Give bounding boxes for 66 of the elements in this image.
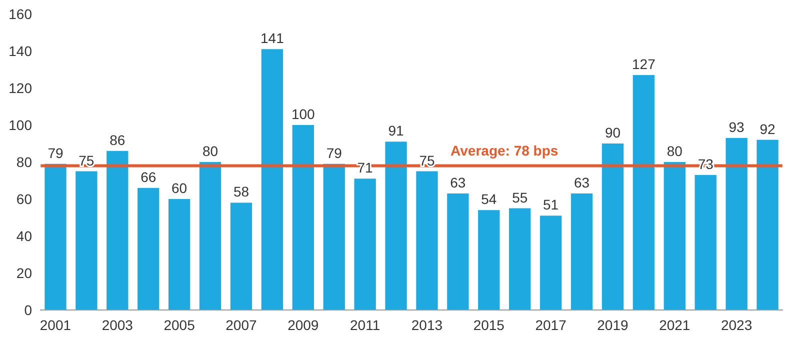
data-label: 80 — [202, 143, 218, 159]
data-label: 51 — [543, 196, 559, 213]
bar — [416, 171, 438, 310]
bar — [106, 150, 128, 310]
y-tick-label: 120 — [8, 80, 32, 96]
bar — [230, 202, 252, 310]
y-tick-label: 60 — [16, 190, 32, 207]
x-tick-label: 2013 — [411, 317, 443, 333]
x-tick-label: 2005 — [164, 317, 196, 333]
data-label: 90 — [604, 124, 621, 140]
y-tick-label: 160 — [8, 6, 32, 22]
y-tick-label: 100 — [8, 116, 32, 133]
data-label: 58 — [233, 184, 250, 200]
bar — [570, 193, 593, 310]
data-label: 141 — [260, 30, 284, 46]
data-label: 75 — [78, 152, 94, 168]
bar — [509, 208, 531, 310]
y-tick-label: 40 — [16, 228, 32, 244]
bar — [76, 171, 98, 310]
x-tick-label: 2011 — [350, 317, 380, 333]
x-tick-label: 2007 — [226, 317, 258, 333]
x-tick-label: 2009 — [288, 317, 319, 333]
data-label: 66 — [140, 168, 156, 185]
bar — [726, 138, 748, 310]
x-tick-label: 2021 — [659, 317, 690, 333]
bar — [664, 162, 686, 310]
y-tick-label: 0 — [24, 302, 32, 318]
bar — [292, 125, 314, 310]
data-label: 79 — [326, 144, 342, 161]
x-tick-label: 2019 — [597, 317, 629, 333]
bar — [168, 199, 190, 310]
x-tick-label: 2023 — [720, 317, 752, 333]
bar — [694, 174, 716, 310]
data-label: 100 — [291, 106, 316, 122]
data-label: 55 — [512, 189, 528, 206]
data-label: 63 — [450, 174, 466, 190]
data-label: 93 — [728, 118, 745, 135]
ref-line-label: Average: 78 bps — [450, 142, 558, 159]
bar — [385, 142, 407, 310]
data-label: 92 — [760, 120, 776, 137]
bar — [602, 144, 624, 310]
data-label: 75 — [419, 152, 435, 168]
y-tick-label: 20 — [16, 264, 32, 281]
x-tick-label: 2015 — [473, 317, 505, 333]
y-tick-label: 140 — [8, 42, 32, 59]
bar — [354, 178, 376, 310]
data-label: 60 — [172, 180, 188, 196]
bar — [478, 210, 500, 310]
bar — [632, 75, 655, 310]
x-tick-label: 2003 — [102, 317, 134, 333]
bar — [756, 140, 778, 310]
x-tick-label: 2017 — [535, 317, 567, 333]
data-label: 127 — [632, 56, 656, 72]
bar — [199, 162, 222, 310]
bar — [261, 49, 284, 310]
bar — [138, 188, 160, 310]
data-label: 63 — [574, 174, 590, 190]
x-tick-label: 2001 — [40, 317, 72, 333]
data-label: 91 — [388, 122, 404, 139]
bar — [540, 216, 562, 310]
y-tick-label: 80 — [16, 154, 32, 170]
data-label: 79 — [48, 144, 64, 161]
bar — [447, 193, 469, 310]
data-label: 54 — [481, 191, 497, 208]
data-label: 86 — [110, 132, 126, 148]
data-label: 80 — [666, 143, 683, 159]
